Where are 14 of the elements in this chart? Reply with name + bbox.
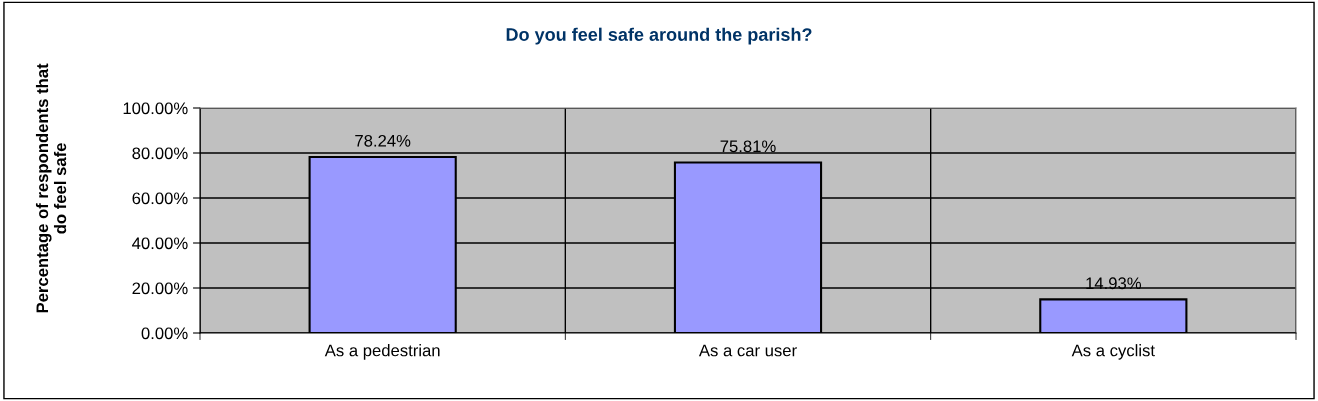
y-tick-label: 20.00% bbox=[132, 282, 188, 295]
y-tick-label: 80.00% bbox=[132, 147, 188, 160]
y-axis-title: Percentage of respondents that do feel safe bbox=[35, 63, 67, 313]
x-tick-label: As a car user bbox=[698, 344, 797, 357]
y-tick-label: 0.00% bbox=[141, 327, 188, 340]
data-label: 78.24% bbox=[355, 134, 411, 147]
x-tick-label: As a cyclist bbox=[1071, 344, 1155, 360]
x-tick-label: As a pedestrian bbox=[324, 344, 440, 360]
data-label: 75.81% bbox=[720, 140, 776, 153]
y-tick-label: 100.00% bbox=[123, 102, 188, 115]
chart-title: Do you feel safe around the parish? bbox=[506, 27, 812, 45]
y-tick-label: 60.00% bbox=[132, 192, 188, 205]
data-label: 14.93% bbox=[1086, 277, 1142, 290]
y-tick-label: 40.00% bbox=[132, 237, 188, 250]
